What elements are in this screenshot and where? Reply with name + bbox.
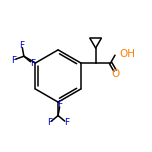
Text: F: F bbox=[30, 59, 35, 68]
Text: F: F bbox=[47, 118, 52, 127]
Text: O: O bbox=[111, 69, 119, 79]
Text: F: F bbox=[11, 55, 16, 65]
Text: F: F bbox=[57, 100, 63, 109]
Text: F: F bbox=[19, 41, 24, 50]
Text: OH: OH bbox=[119, 49, 135, 59]
Text: F: F bbox=[64, 118, 69, 127]
